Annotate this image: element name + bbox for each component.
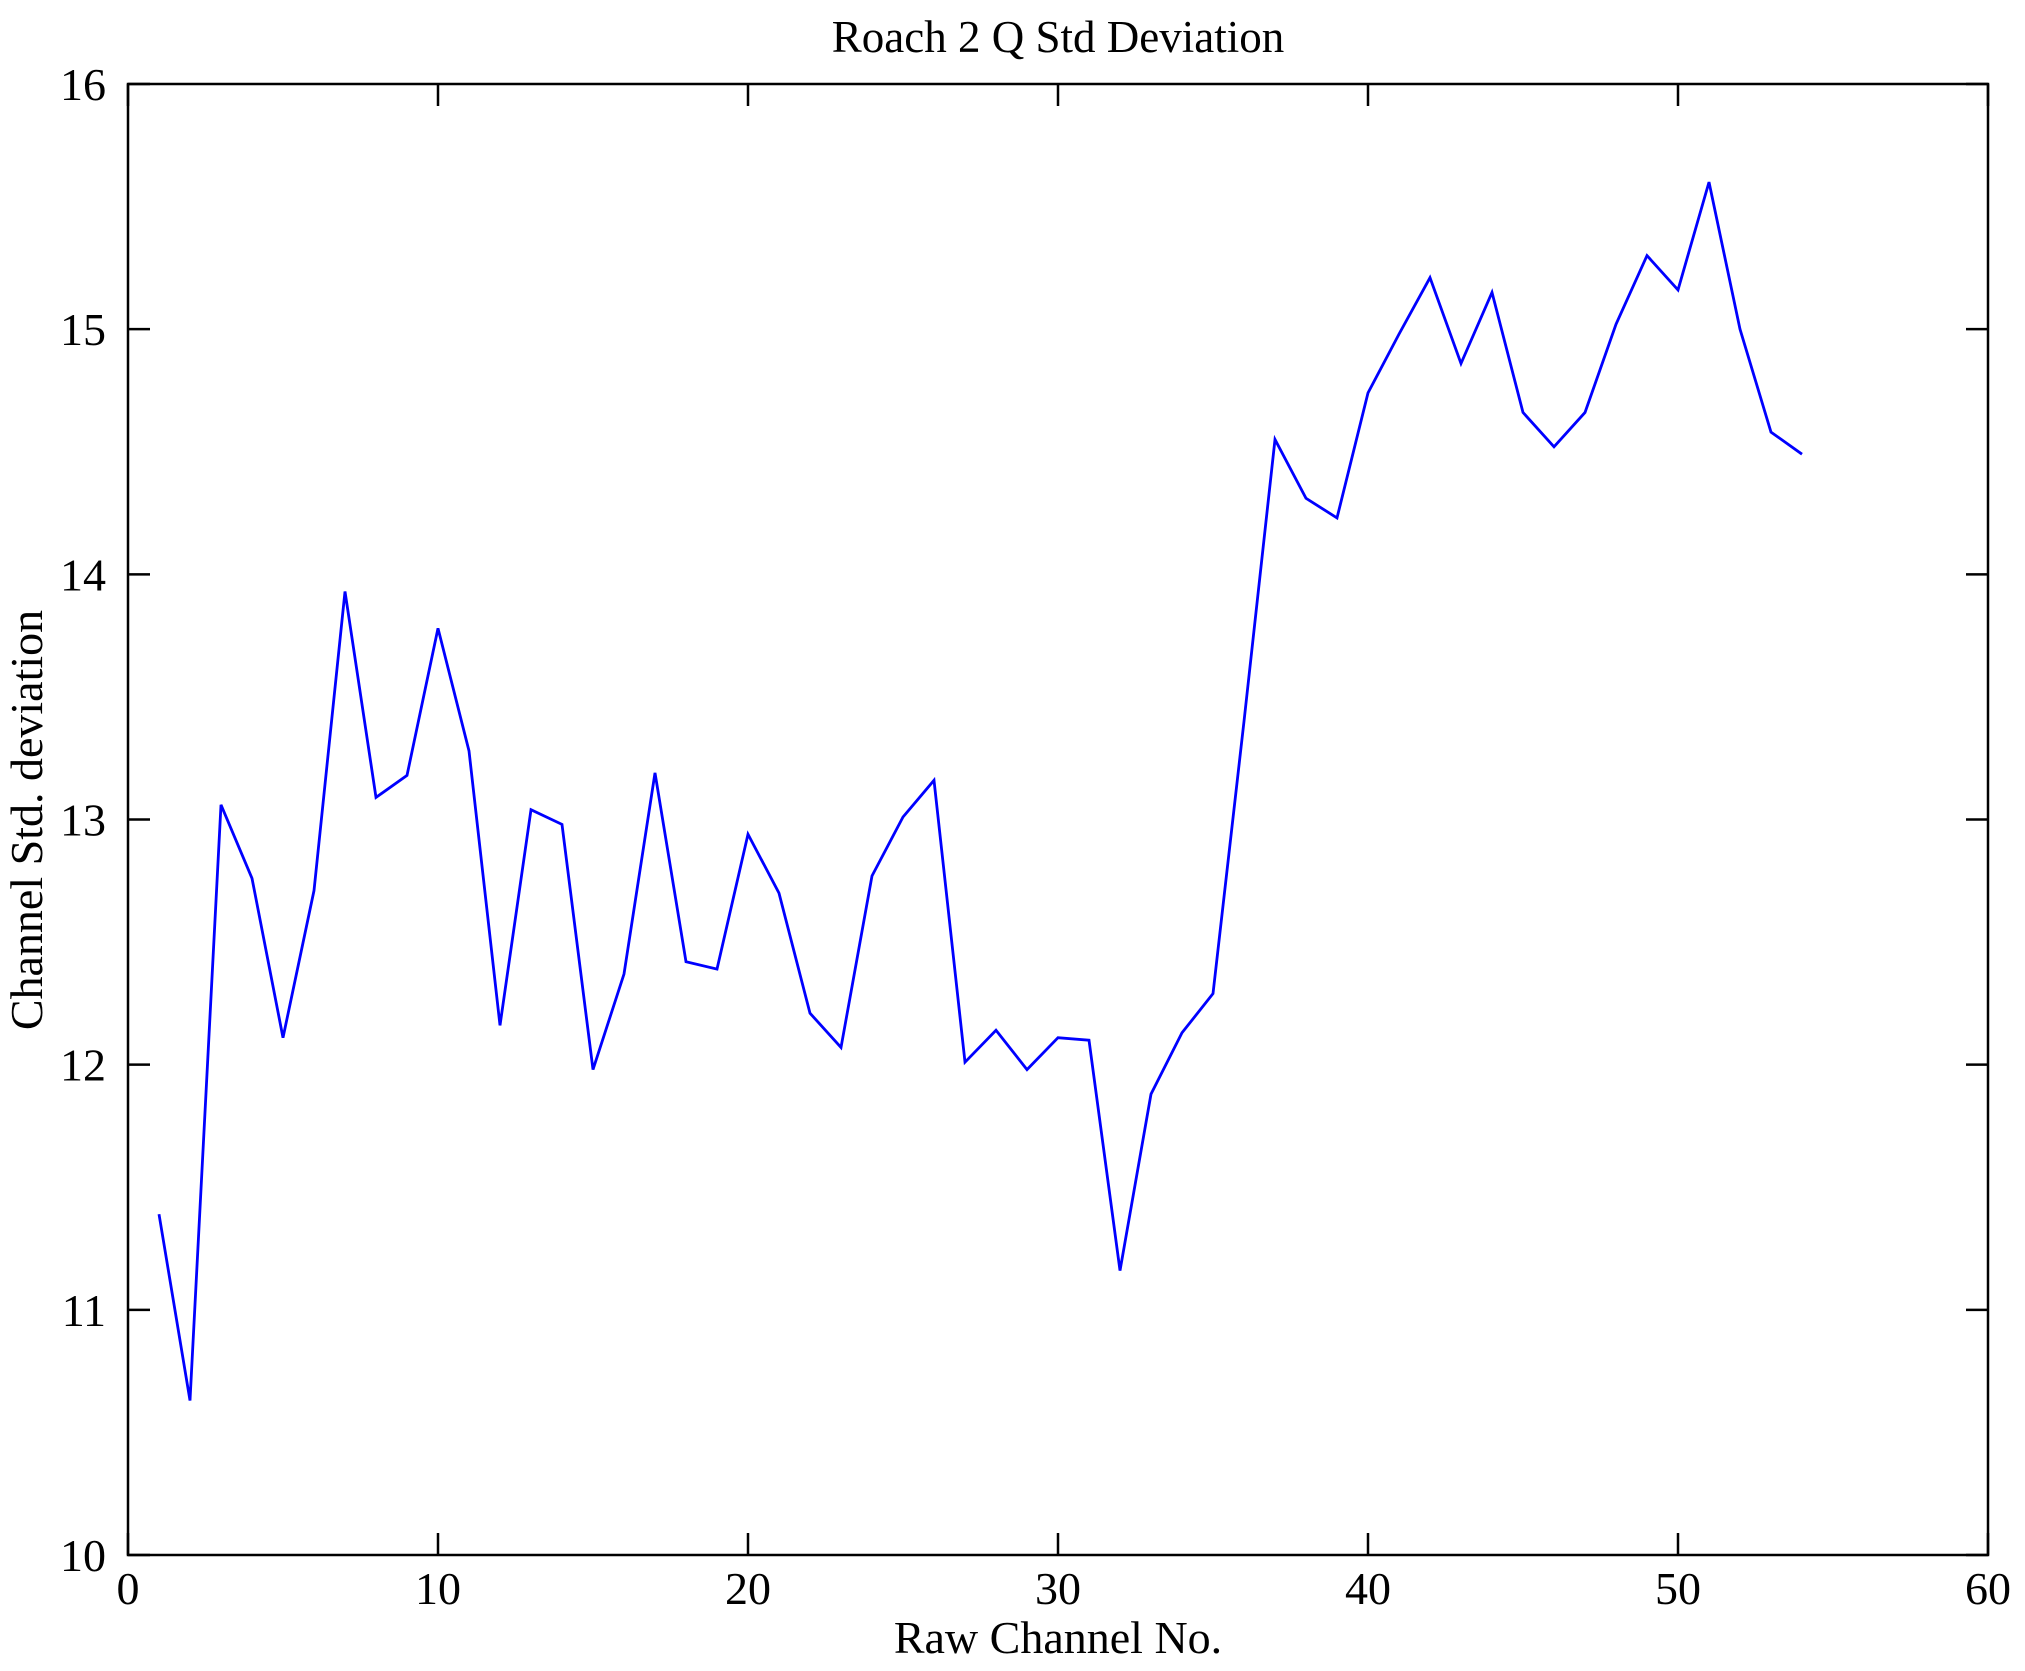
data-series <box>157 181 1803 1401</box>
x-tick-label: 50 <box>1655 1563 1701 1614</box>
x-tick-label: 60 <box>1965 1563 2011 1614</box>
x-tick-label: 0 <box>117 1563 140 1614</box>
y-tick-label: 14 <box>60 549 106 600</box>
x-axis-label: Raw Channel No. <box>894 1612 1222 1663</box>
x-tick-label: 10 <box>415 1563 461 1614</box>
y-tick-label: 11 <box>62 1285 106 1336</box>
x-tick-label: 30 <box>1035 1563 1081 1614</box>
y-tick-label: 16 <box>60 59 106 110</box>
y-tick-label: 15 <box>60 304 106 355</box>
chart-title: Roach 2 Q Std Deviation <box>832 12 1284 62</box>
y-axis-label: Channel Std. deviation <box>1 610 52 1030</box>
y-tick-label: 12 <box>60 1040 106 1091</box>
plot-border <box>126 82 1990 1557</box>
series-line-channel-std-deviation <box>157 181 1803 1401</box>
axis-ticks <box>126 82 1990 1557</box>
y-tick-label: 10 <box>60 1530 106 1581</box>
y-tick-labels: 10 11 12 13 14 15 16 <box>60 59 106 1581</box>
x-tick-labels: 0 10 20 30 40 50 60 <box>117 1563 2012 1614</box>
y-tick-label: 13 <box>60 795 106 846</box>
x-tick-label: 40 <box>1345 1563 1391 1614</box>
x-tick-label: 20 <box>725 1563 771 1614</box>
